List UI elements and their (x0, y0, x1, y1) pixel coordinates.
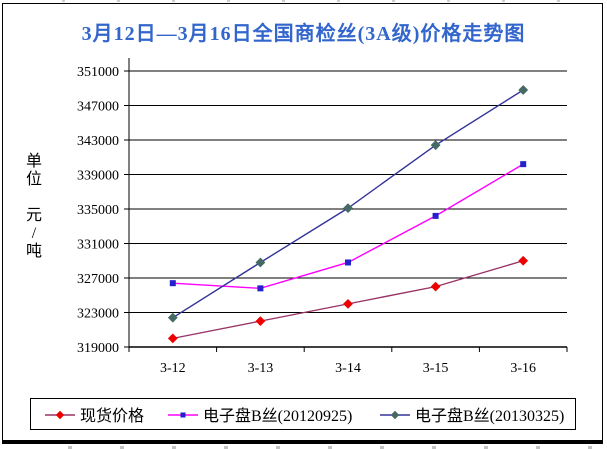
x-tick-label: 3-13 (248, 361, 274, 376)
data-point-0 (255, 316, 266, 327)
screen-edge-artifact-top (10, 0, 607, 2)
y-tick-label: 343000 (77, 134, 119, 149)
y-tick-label: 327000 (77, 272, 119, 287)
data-point-2 (343, 203, 353, 214)
data-point-1 (345, 259, 351, 266)
data-point-0 (167, 333, 178, 344)
data-point-1 (432, 212, 439, 219)
x-tick-label: 3-15 (423, 361, 449, 376)
data-point-0 (518, 255, 529, 266)
plot-area: 319000 323000 327000 331000 335000 339000 3430… (77, 58, 568, 376)
data-point-2 (518, 85, 529, 95)
legend-entry-b-silk-20120925: 电子盘B丝(20120925) (168, 402, 352, 426)
screen-edge-artifact-bottom (20, 446, 607, 449)
legend-sample-svg (168, 412, 198, 418)
data-point-1 (257, 285, 264, 292)
data-point-1 (169, 280, 176, 287)
data-point-2 (167, 312, 178, 323)
y-tick-label: 319000 (77, 341, 119, 356)
y-tick-label: 331000 (77, 238, 119, 253)
legend-sample-svg (45, 410, 75, 420)
legend-label-spot-price: 现货价格 (80, 408, 145, 425)
chart-legend: 现货价格 电子盘B丝(20120925) 电子盘B丝(20130325) (30, 398, 576, 430)
data-point-0 (343, 298, 353, 309)
y-axis-unit-label: 单 位 元 / 吨 (25, 153, 42, 260)
y-tick-label: 347000 (77, 100, 119, 115)
x-tick-label: 3-16 (510, 361, 536, 376)
series-line-1 (172, 163, 524, 290)
legend-label-b-silk-20130325: 电子盘B丝(20130325) (415, 408, 565, 425)
x-tick-label: 3-12 (160, 361, 186, 376)
legend-entry-b-silk-20130325: 电子盘B丝(20130325) (380, 402, 564, 426)
legend-line-marker-b-silk-20130325 (380, 408, 410, 420)
x-tick-label: 3-14 (335, 361, 361, 376)
data-point-2 (255, 257, 266, 268)
data-point-0 (430, 281, 441, 292)
legend-entry-spot-price: 现货价格 (45, 402, 144, 426)
legend-label-b-silk-20120925: 电子盘B丝(20120925) (203, 408, 353, 425)
legend-line-marker-spot-price (45, 408, 75, 420)
data-point-1 (520, 161, 527, 168)
y-tick-label: 335000 (77, 203, 119, 218)
data-point-2 (430, 140, 441, 151)
y-tick-label: 339000 (77, 169, 119, 184)
y-tick-label: 351000 (77, 65, 119, 80)
y-tick-label: 323000 (77, 307, 119, 322)
chart-title: 3月12日—3月16日全国商检丝(3A级)价格走势图 (81, 23, 526, 45)
legend-sample-svg (380, 410, 410, 420)
legend-line-marker-b-silk-20120925 (168, 408, 198, 420)
